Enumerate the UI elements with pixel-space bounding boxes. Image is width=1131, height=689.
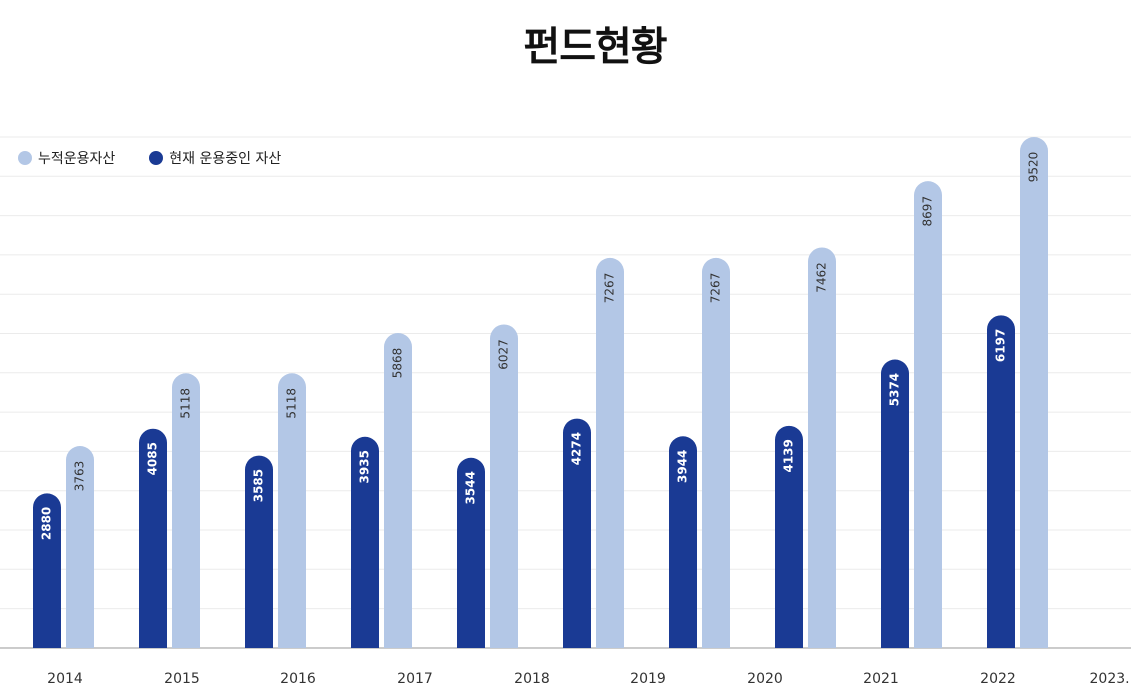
x-tick-label: 2021 (863, 671, 899, 687)
x-tick-label: 2014 (47, 671, 83, 687)
x-tick-label: 2019 (630, 671, 666, 687)
current-asset-label: 4139 (782, 439, 796, 472)
current-asset-bar (881, 359, 909, 648)
cumulative-asset-label: 7267 (603, 273, 617, 304)
cumulative-asset-label: 3763 (73, 461, 87, 492)
current-asset-bar (563, 418, 591, 648)
current-asset-bar (457, 457, 485, 648)
current-asset-bar (245, 455, 273, 648)
x-tick-label: 2018 (514, 671, 550, 687)
legend-label-cumulative: 누적운용자산 (38, 151, 116, 167)
cumulative-asset-bar (596, 257, 624, 648)
cumulative-asset-bar (808, 247, 836, 649)
cumulative-asset-label: 9520 (1027, 152, 1041, 183)
current-asset-label: 4085 (146, 442, 160, 475)
cumulative-asset-bar (66, 446, 94, 648)
current-asset-bar (33, 493, 61, 648)
x-tick-label: 2017 (397, 671, 433, 687)
x-tick-label: 2022 (980, 671, 1016, 687)
current-asset-label: 6197 (994, 329, 1008, 362)
x-tick-label: 2023.1 (1090, 671, 1131, 687)
x-tick-label: 2020 (747, 671, 783, 687)
legend-dot-current (149, 151, 164, 165)
current-asset-label: 5374 (888, 373, 902, 406)
current-asset-bar (139, 428, 167, 648)
cumulative-asset-bar (1020, 137, 1048, 648)
current-asset-bar (987, 315, 1015, 648)
chart-legend: 누적운용자산 현재 운용중인 자산 (18, 148, 315, 168)
cumulative-asset-label: 7267 (709, 273, 723, 304)
current-asset-label: 2880 (40, 507, 54, 540)
current-asset-label: 3935 (358, 450, 372, 483)
cumulative-asset-label: 8697 (921, 196, 935, 227)
x-tick-label: 2015 (164, 671, 200, 687)
cumulative-asset-bar (278, 373, 306, 648)
legend-item-current[interactable]: 현재 운용중인 자산 (149, 148, 281, 168)
cumulative-asset-bar (172, 373, 200, 648)
cumulative-asset-bar (490, 324, 518, 648)
cumulative-asset-label: 5118 (179, 388, 193, 419)
cumulative-asset-bar (702, 257, 730, 648)
cumulative-asset-label: 5118 (285, 388, 299, 419)
cumulative-asset-label: 5868 (391, 348, 405, 379)
cumulative-asset-bar (384, 333, 412, 648)
legend-item-cumulative[interactable]: 누적운용자산 (18, 148, 115, 168)
legend-dot-cumulative (18, 151, 32, 165)
x-tick-label: 2016 (280, 671, 316, 687)
cumulative-asset-label: 6027 (497, 339, 511, 370)
legend-label-current: 현재 운용중인 자산 (169, 151, 282, 167)
current-asset-label: 3944 (676, 450, 690, 483)
current-asset-label: 4274 (570, 432, 584, 465)
cumulative-asset-bar (914, 181, 943, 648)
cumulative-asset-label: 7462 (815, 262, 829, 293)
current-asset-label: 3544 (464, 471, 478, 504)
current-asset-bar (351, 436, 379, 648)
current-asset-bar (775, 425, 803, 648)
current-asset-bar (669, 436, 697, 648)
current-asset-label: 3585 (252, 469, 266, 502)
page-title: 펀드현황 (523, 24, 667, 70)
